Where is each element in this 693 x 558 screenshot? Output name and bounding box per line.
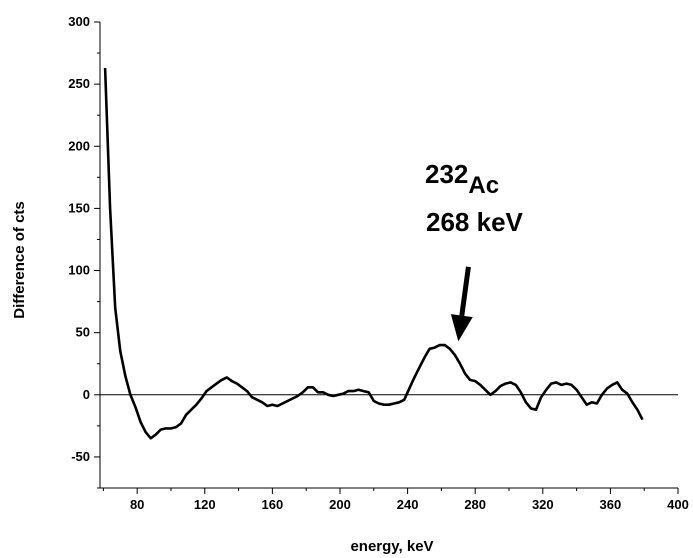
y-tick-label: 150	[68, 200, 90, 215]
annotation-arrow-shaft	[459, 266, 471, 316]
y-tick-label: 50	[76, 325, 90, 340]
x-tick-label: 120	[194, 497, 216, 512]
annotation-element: Ac	[468, 172, 499, 199]
ticks: -50 0 50 100 150 200 250 300 80 120 160 200 240 280 32…	[68, 14, 689, 512]
annotation-mass-number: 232	[425, 159, 468, 189]
x-tick-label: 160	[262, 497, 284, 512]
y-tick-label: -50	[71, 449, 90, 464]
y-tick-label: 200	[68, 138, 90, 153]
x-axis-title: energy, keV	[350, 538, 433, 555]
x-tick-label: 280	[464, 497, 486, 512]
x-tick-label: 240	[397, 497, 419, 512]
plot-area	[103, 67, 644, 440]
y-tick-label: 300	[68, 14, 90, 29]
annotation-arrow-head	[450, 314, 473, 342]
y-axis-title: Difference of cts	[11, 201, 28, 319]
y-tick-label: 100	[68, 263, 90, 278]
x-tick-label: 360	[600, 497, 622, 512]
x-tick-label: 320	[532, 497, 554, 512]
annotation-energy: 268 keV	[426, 207, 524, 237]
series-line-1	[103, 67, 644, 440]
x-tick-label: 400	[667, 497, 689, 512]
axes	[99, 22, 678, 489]
y-tick-label: 0	[83, 387, 90, 402]
annotation-isotope: 232Ac	[425, 159, 499, 199]
y-tick-label: 250	[68, 76, 90, 91]
x-tick-label: 80	[130, 497, 144, 512]
annotation: 232Ac 268 keV	[425, 159, 524, 342]
x-tick-label: 200	[329, 497, 351, 512]
